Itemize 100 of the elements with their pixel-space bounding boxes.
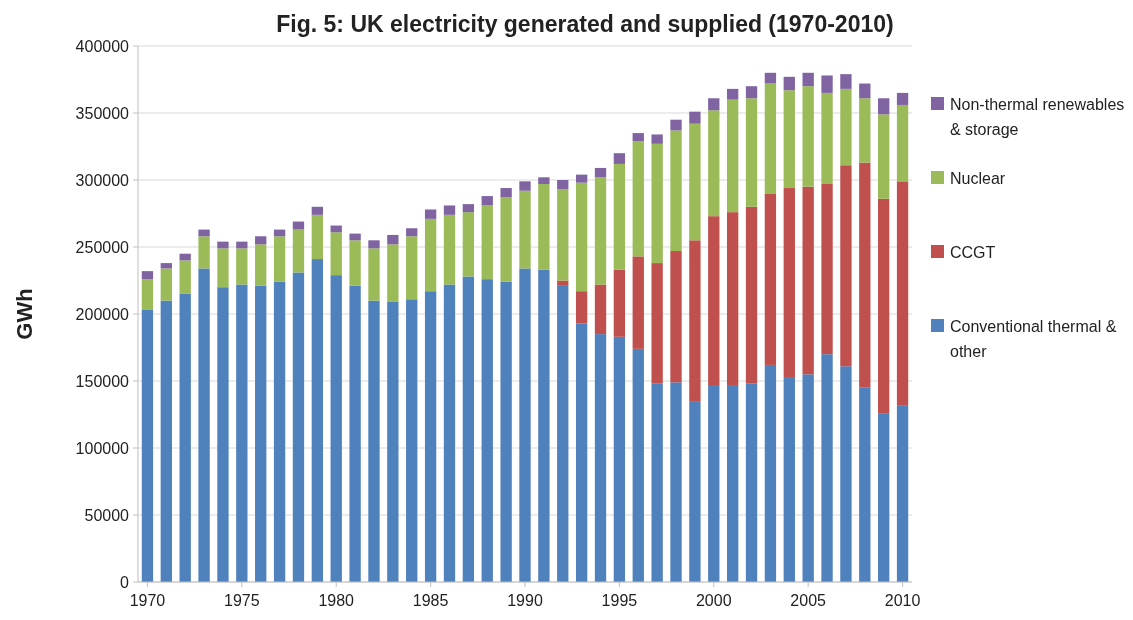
bar bbox=[859, 162, 871, 388]
bar bbox=[236, 284, 248, 582]
bar bbox=[670, 130, 682, 252]
bar bbox=[160, 300, 172, 582]
bar bbox=[462, 212, 475, 277]
bar bbox=[368, 240, 380, 249]
chart-title: Fig. 5: UK electricity generated and supplied (1970-2010) bbox=[276, 11, 894, 37]
x-tick-label: 1970 bbox=[129, 592, 166, 609]
bar bbox=[330, 232, 342, 276]
bar bbox=[708, 110, 720, 217]
bar bbox=[821, 75, 833, 93]
bar bbox=[670, 251, 682, 383]
bar bbox=[292, 229, 305, 273]
y-tick-label: 100000 bbox=[75, 439, 130, 457]
bar bbox=[311, 206, 323, 215]
bar bbox=[859, 387, 871, 582]
bar bbox=[217, 248, 229, 288]
y-tick-label: 300000 bbox=[75, 171, 130, 189]
bar bbox=[575, 174, 588, 183]
bar bbox=[689, 123, 701, 241]
bar bbox=[859, 98, 871, 163]
bar bbox=[500, 188, 512, 198]
bar bbox=[840, 88, 852, 166]
bar bbox=[821, 184, 833, 355]
bar bbox=[575, 323, 588, 582]
bar bbox=[670, 382, 682, 582]
legend-label: Non-thermal renewables & storage bbox=[950, 95, 1125, 139]
bar bbox=[708, 216, 720, 386]
bar bbox=[443, 284, 456, 582]
bar bbox=[727, 212, 739, 386]
bar bbox=[217, 241, 229, 249]
x-tick-label: 1975 bbox=[224, 592, 260, 609]
bar bbox=[632, 133, 644, 142]
bar bbox=[613, 153, 626, 164]
bar bbox=[179, 293, 191, 582]
bar bbox=[500, 197, 512, 282]
bar bbox=[783, 188, 795, 377]
bar bbox=[387, 244, 399, 302]
bar bbox=[141, 279, 154, 310]
bar bbox=[557, 189, 569, 281]
bar bbox=[255, 244, 267, 286]
bar bbox=[632, 141, 644, 257]
bar bbox=[745, 86, 758, 99]
bar bbox=[840, 366, 852, 582]
bar bbox=[896, 181, 909, 406]
y-axis-title: GWh bbox=[12, 288, 37, 340]
bar bbox=[878, 413, 890, 582]
y-tick-label: 200000 bbox=[75, 305, 130, 323]
bar bbox=[481, 279, 493, 582]
y-tick-label: 50000 bbox=[84, 506, 130, 524]
bar bbox=[708, 385, 720, 582]
bar bbox=[292, 272, 305, 582]
bar bbox=[141, 309, 154, 582]
y-tick-label: 400000 bbox=[75, 37, 130, 55]
bar bbox=[292, 221, 305, 230]
bar bbox=[500, 281, 512, 582]
bar bbox=[802, 72, 814, 87]
bar bbox=[311, 259, 323, 582]
bar bbox=[840, 165, 852, 367]
bar bbox=[538, 177, 550, 185]
bar bbox=[198, 236, 210, 269]
bar bbox=[349, 233, 361, 241]
bar bbox=[330, 275, 342, 582]
bar bbox=[651, 134, 663, 144]
bar bbox=[594, 177, 607, 285]
bar bbox=[462, 204, 475, 213]
bar bbox=[198, 229, 210, 237]
bar bbox=[519, 268, 531, 582]
legend-label: Nuclear bbox=[950, 169, 1006, 187]
bar bbox=[632, 256, 644, 349]
bar bbox=[764, 364, 777, 582]
bar bbox=[273, 281, 286, 582]
bar bbox=[821, 354, 833, 582]
x-tick-label: 2010 bbox=[884, 592, 921, 609]
bar bbox=[368, 248, 380, 301]
bar bbox=[424, 291, 437, 582]
bar bbox=[859, 83, 871, 99]
bar bbox=[878, 98, 890, 115]
bar bbox=[255, 236, 267, 245]
x-tick-label: 1985 bbox=[412, 592, 449, 609]
bar bbox=[557, 180, 569, 190]
bar bbox=[896, 405, 909, 582]
bar bbox=[708, 98, 720, 111]
x-tick-label: 1980 bbox=[318, 592, 355, 609]
legend-label: CCGT bbox=[950, 243, 996, 261]
bar bbox=[878, 114, 890, 199]
bar bbox=[764, 193, 777, 365]
bar bbox=[613, 163, 626, 270]
x-tick-label: 2000 bbox=[695, 592, 732, 609]
bar bbox=[443, 214, 456, 285]
bar bbox=[424, 218, 437, 292]
bar bbox=[141, 271, 154, 280]
bar bbox=[368, 300, 380, 582]
bar bbox=[802, 374, 814, 582]
bar bbox=[840, 74, 852, 89]
bar bbox=[311, 214, 323, 260]
bar bbox=[651, 263, 663, 384]
bar bbox=[689, 240, 701, 402]
bar bbox=[689, 111, 701, 124]
x-tick-label: 1995 bbox=[601, 592, 638, 609]
